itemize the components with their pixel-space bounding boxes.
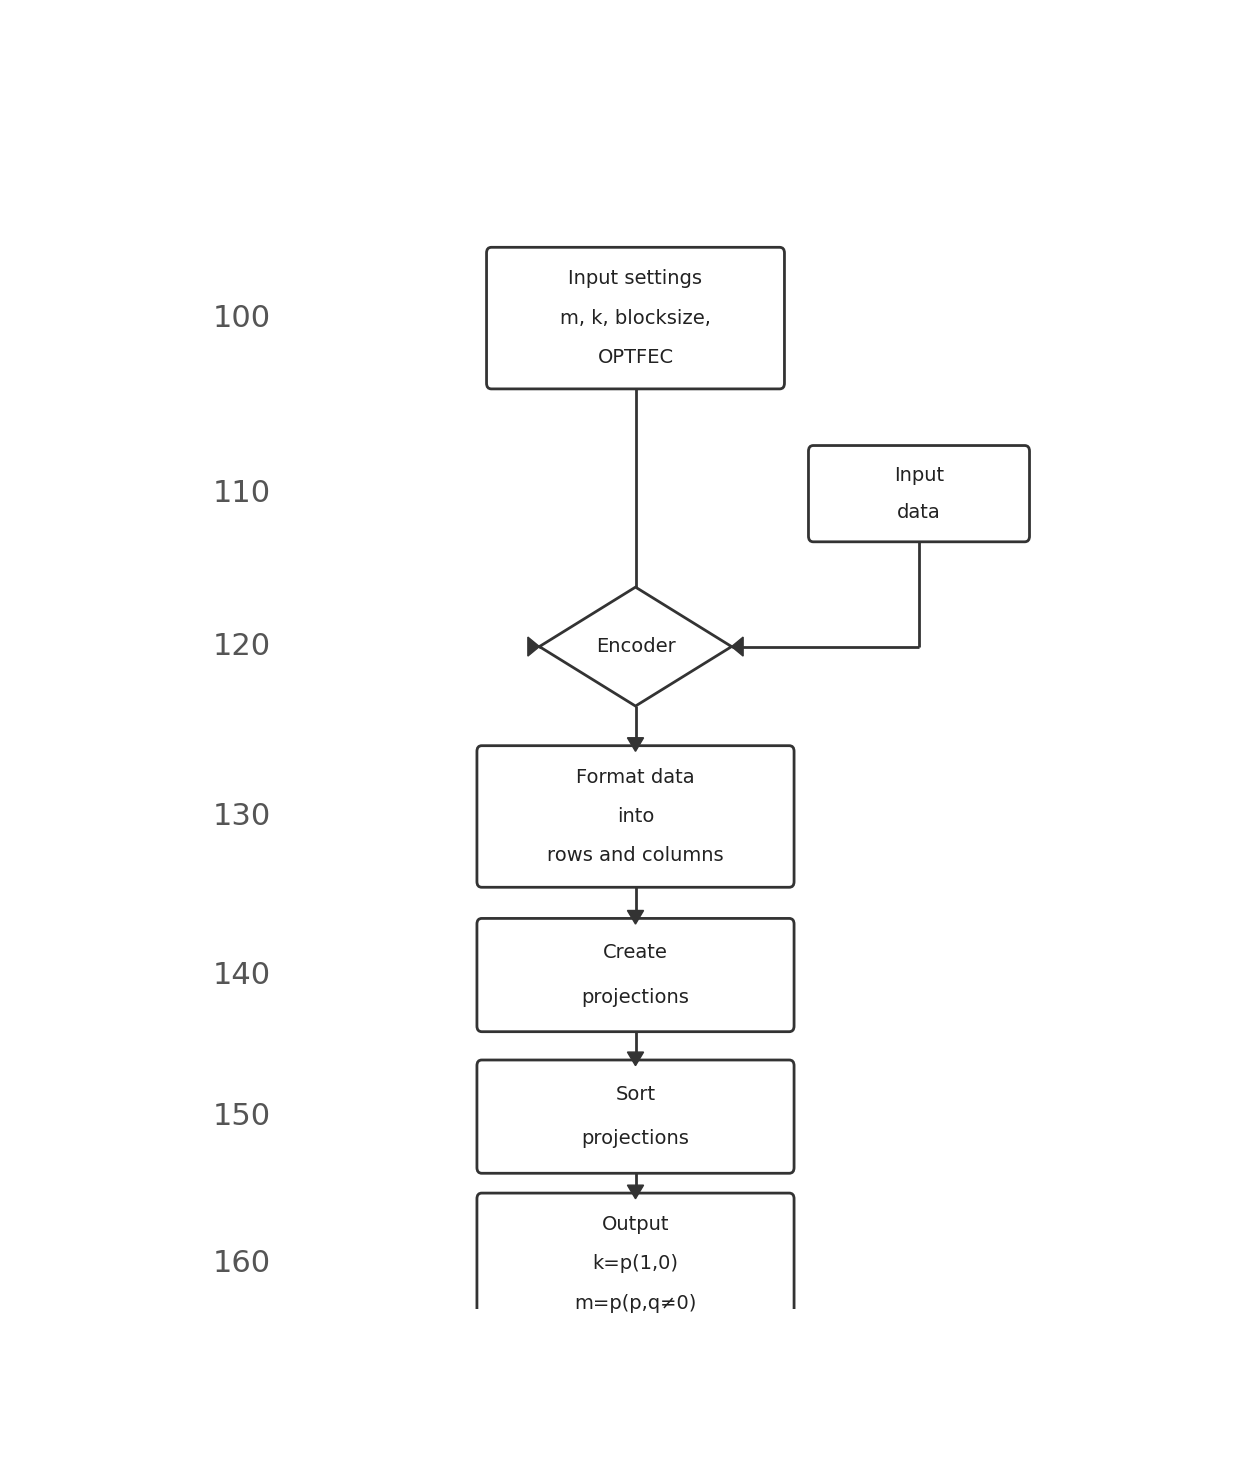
Text: 100: 100 [212, 303, 270, 332]
Text: Output: Output [601, 1215, 670, 1234]
Polygon shape [627, 1052, 644, 1065]
Text: Input: Input [894, 466, 944, 485]
Polygon shape [539, 587, 732, 706]
Text: projections: projections [582, 987, 689, 1006]
Polygon shape [627, 1186, 644, 1199]
FancyBboxPatch shape [477, 746, 794, 887]
Text: into: into [616, 808, 655, 827]
Text: 160: 160 [212, 1249, 270, 1278]
FancyBboxPatch shape [486, 247, 785, 388]
Text: Encoder: Encoder [595, 637, 676, 656]
Text: 130: 130 [212, 802, 270, 831]
Text: 110: 110 [212, 480, 270, 507]
Polygon shape [732, 637, 743, 656]
FancyBboxPatch shape [808, 446, 1029, 541]
FancyBboxPatch shape [477, 1061, 794, 1174]
FancyBboxPatch shape [477, 918, 794, 1031]
Text: Input settings: Input settings [568, 269, 703, 288]
Polygon shape [627, 738, 644, 752]
Polygon shape [627, 911, 644, 924]
Text: 120: 120 [212, 633, 270, 660]
FancyBboxPatch shape [477, 1193, 794, 1334]
Text: Create: Create [603, 943, 668, 962]
Text: 140: 140 [212, 961, 270, 990]
Text: m, k, blocksize,: m, k, blocksize, [560, 309, 711, 328]
Text: m=p(p,q≠0): m=p(p,q≠0) [574, 1294, 697, 1312]
Text: Sort: Sort [615, 1086, 656, 1103]
Text: 150: 150 [212, 1102, 270, 1131]
Text: k=p(1,0): k=p(1,0) [593, 1255, 678, 1274]
Text: Format data: Format data [577, 768, 694, 787]
Polygon shape [528, 637, 539, 656]
Text: projections: projections [582, 1130, 689, 1149]
Text: rows and columns: rows and columns [547, 846, 724, 865]
Text: data: data [897, 503, 941, 522]
Text: OPTFEC: OPTFEC [598, 349, 673, 368]
